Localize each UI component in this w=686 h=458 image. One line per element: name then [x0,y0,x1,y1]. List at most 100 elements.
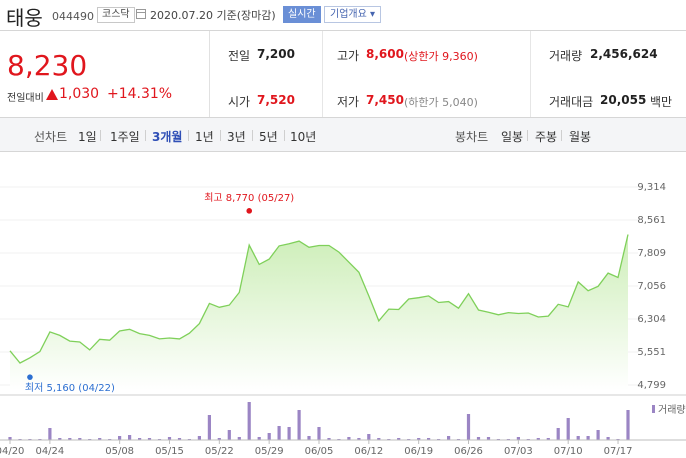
y-tick-label: 6,304 [637,314,666,325]
tab-10y[interactable]: 10년 [290,130,317,144]
volume-bar [8,437,12,440]
tab-3m[interactable]: 3개월 [152,130,183,144]
y-tick-label: 7,809 [637,248,666,259]
volume-bar [297,410,301,440]
volume-bar [576,436,580,440]
volume-bar [317,427,321,440]
volume-bar [427,438,431,440]
x-tick-label: 06/05 [305,446,334,457]
current-price-panel: 8,230 전일대비 1,030 +14.31% [0,31,210,117]
realtime-button[interactable]: 실시간 [283,6,321,23]
open-label: 시가 [228,95,251,109]
volume-bar [417,438,421,440]
x-tick-label: 04/20 [0,446,24,457]
company-overview-dropdown[interactable]: 기업개요 ▾ [324,6,381,23]
low-annotation: 최저 5,160 (04/22) [25,382,115,394]
price-chart: 9,314 8,561 7,809 7,056 6,304 5,551 4,799 최고 8,… [0,152,686,458]
volume-bar [207,415,211,440]
candle-chart-label: 봉차트 [455,130,489,144]
stock-code: 044490 [52,10,94,23]
prev-close-label: 전일 [228,49,251,63]
tab-monthly[interactable]: 월봉 [569,130,592,144]
volume-bar [367,434,371,440]
open-value: 7,520 [257,93,295,107]
volume-bar [566,418,570,440]
volume-bar [58,438,62,440]
stock-header: 태웅 044490 코스닥 2020.07.20 기준(장마감) 실시간 기업개… [0,0,686,30]
high-value: 8,600 [366,47,404,61]
x-tick-label: 06/26 [454,446,483,457]
x-tick-label: 05/15 [155,446,184,457]
price-summary: 8,230 전일대비 1,030 +14.31% 전일 7,200 시가 7,5… [0,30,686,118]
reference-date: 2020.07.20 기준(장마감) [150,9,276,22]
volume-bar [307,436,311,440]
volume-bar [177,438,182,440]
volume-bar [536,438,540,440]
volume-bar [118,436,122,440]
y-tick-label: 8,561 [637,215,666,226]
tab-1w[interactable]: 1주일 [110,130,140,144]
volume-bar [447,436,451,440]
y-tick-label: 5,551 [637,347,666,358]
tab-3y[interactable]: 3년 [227,130,246,144]
volume-bar [128,435,132,440]
volume-bar [227,430,231,440]
x-tick-label: 07/10 [554,446,583,457]
tab-5y[interactable]: 5년 [259,130,278,144]
x-tick-label: 07/17 [604,446,633,457]
volume-bar [357,438,361,440]
tab-1d[interactable]: 1일 [78,130,97,144]
volume-bar [138,438,142,440]
tab-1y[interactable]: 1년 [195,130,214,144]
low-label: 저가 [337,95,360,109]
volume-legend-label: 거래량 [658,404,686,416]
x-tick-label: 05/08 [105,446,134,457]
up-triangle-icon [46,89,58,100]
low-value: 7,450 [366,93,404,107]
volume-bar [466,414,471,440]
line-chart-label: 선차트 [34,130,68,144]
volume-bar [257,437,261,440]
volume-bar [277,426,281,440]
volume-bar [267,433,271,440]
market-badge: 코스닥 [97,7,135,23]
price-area [10,234,628,390]
volume-bar [197,436,201,440]
volume-bar [546,438,550,440]
high-annotation: 최고 8,770 (05/27) [204,192,294,204]
volume-bar [167,437,172,440]
volume-bar [68,438,72,440]
volume-value: 2,456,624 [590,47,658,61]
high-point-marker [246,208,253,214]
x-tick-label: 05/22 [205,446,234,457]
change-value: 1,030 [59,86,100,102]
volume-bar [486,437,491,440]
volume-bar [347,437,351,440]
volume-bar [48,428,52,440]
volume-bar [287,427,291,440]
prev-close-value: 7,200 [257,47,295,61]
current-price: 8,230 [7,49,88,82]
tab-daily[interactable]: 일봉 [501,130,524,144]
volume-bar [476,437,481,440]
volume-bar [516,437,520,440]
volume-bar [247,402,251,440]
volume-bar [327,438,331,440]
amount-value: 20,055 [600,93,647,107]
volume-label: 거래량 [549,49,583,63]
x-tick-label: 07/03 [504,446,533,457]
upper-limit: (상한가 9,360) [404,50,478,63]
y-tick-label: 9,314 [637,182,666,193]
calendar-icon [136,9,146,19]
volume-bar [596,430,600,440]
volume-bar [606,437,610,440]
volume-bar [98,438,102,440]
change-label: 전일대비 [7,93,44,104]
y-tick-label: 4,799 [637,380,666,391]
low-point-marker [27,374,33,380]
tab-weekly[interactable]: 주봉 [535,130,558,144]
volume-bar [377,438,381,440]
volume-bar [626,410,630,440]
amount-unit: 백만 [650,95,673,109]
volume-bar [147,438,152,440]
